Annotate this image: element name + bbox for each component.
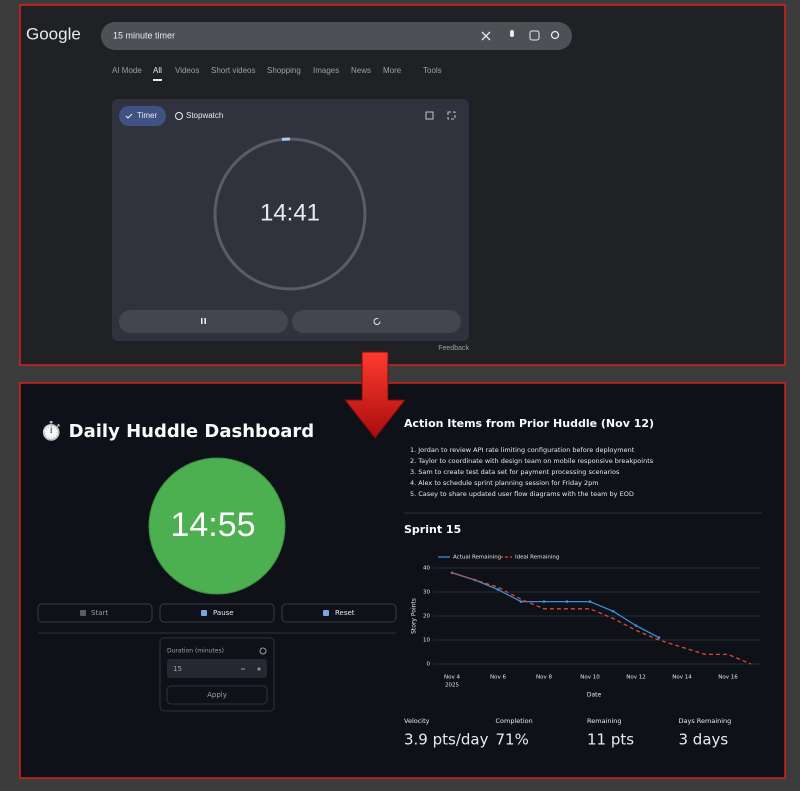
series-point (588, 600, 592, 603)
metric-label: Remaining (587, 717, 622, 725)
metric-value: 71% (496, 731, 529, 749)
button-label: Start (91, 609, 108, 617)
series-point (565, 600, 569, 603)
y-tick-label: 10 (423, 638, 430, 644)
check-icon (125, 113, 133, 119)
chart-title: Sprint 15 (404, 523, 461, 536)
button-icon (80, 610, 86, 616)
reset-icon (373, 318, 381, 325)
lens-icon[interactable] (529, 30, 540, 41)
duration-value: 15 (173, 665, 182, 673)
search-tab[interactable]: Videos (175, 66, 199, 75)
control-button[interactable] (37, 603, 153, 623)
button-icon (201, 610, 207, 616)
control-button[interactable] (281, 603, 397, 623)
x-tick-label: Nov 16 (718, 675, 738, 681)
fullscreen-icon[interactable] (447, 111, 456, 120)
search-tab[interactable]: Short videos (211, 66, 255, 75)
y-axis-label: Story Points (411, 598, 418, 634)
search-tab[interactable]: Tools (423, 66, 442, 75)
series-point (611, 609, 615, 613)
dashboard-timer-display: 14:55 (170, 506, 255, 544)
arrow (343, 351, 407, 439)
duration-input[interactable] (167, 659, 267, 678)
search-icon[interactable] (550, 30, 560, 40)
y-tick-label: 20 (423, 614, 430, 620)
y-tick-label: 40 (423, 566, 430, 572)
pause-icon (201, 318, 203, 324)
series-line (451, 572, 660, 639)
series-line (451, 572, 752, 665)
pause-button[interactable] (119, 310, 288, 333)
search-tab[interactable]: Images (313, 66, 339, 75)
google-timer-display: 14:41 (260, 199, 320, 226)
mode-stopwatch[interactable]: Stopwatch (186, 111, 223, 120)
duration-form (159, 637, 275, 712)
search-tab[interactable]: More (383, 66, 402, 75)
control-button[interactable] (159, 603, 275, 623)
apply-label: Apply (207, 691, 227, 699)
series-point (496, 588, 500, 591)
search-tab[interactable]: All (153, 66, 162, 75)
metric-value: 11 pts (587, 731, 634, 749)
clock-icon (175, 112, 183, 120)
x-tick-label: Nov 4 (444, 675, 460, 681)
metric-label: Completion (496, 717, 533, 725)
metric-value: 3.9 pts/day (404, 731, 489, 749)
button-icon (323, 610, 329, 616)
metric-label: Days Remaining (679, 717, 732, 725)
x-tick-year: 2025 (445, 683, 459, 689)
google-logo: Google (26, 24, 81, 43)
clear-icon[interactable] (481, 31, 491, 41)
feedback-link[interactable]: Feedback (438, 345, 469, 352)
dashboard-title: ⏱️ Daily Huddle Dashboard (40, 420, 314, 442)
step-icons[interactable] (241, 667, 261, 671)
action-item: 2. Taylor to coordinate with design team… (410, 457, 654, 465)
y-tick-label: 30 (423, 590, 430, 596)
search-tab[interactable]: News (351, 66, 371, 75)
search-tab[interactable]: Shopping (267, 66, 301, 75)
pause-icon (204, 318, 206, 324)
series-point (657, 636, 661, 639)
x-tick-label: Nov 10 (580, 675, 600, 681)
y-tick-label: 0 (427, 662, 431, 668)
x-tick-label: Nov 6 (490, 675, 506, 681)
search-tab[interactable]: AI Mode (112, 66, 142, 75)
legend-label: Ideal Remaining (515, 555, 559, 561)
dashboard-panel (19, 382, 786, 779)
x-tick-label: Nov 14 (672, 675, 692, 681)
action-items-title: Action Items from Prior Huddle (Nov 12) (404, 417, 654, 430)
apply-button[interactable] (166, 685, 268, 705)
series-point (542, 600, 546, 603)
action-item: 5. Casey to share updated user flow diag… (410, 490, 634, 498)
mic-icon[interactable] (510, 30, 514, 37)
metric-label: Velocity (404, 717, 430, 725)
x-axis-label: Date (587, 692, 602, 699)
reset-button[interactable] (292, 310, 461, 333)
metric-value: 3 days (679, 731, 729, 749)
series-point (634, 624, 638, 627)
search-bar[interactable] (101, 22, 572, 50)
mode-timer[interactable]: Timer (137, 111, 157, 120)
action-item: 3. Sam to create test data set for payme… (410, 468, 620, 476)
timer-pill[interactable] (119, 106, 166, 126)
mute-icon[interactable] (425, 111, 434, 120)
action-item: 4. Alex to schedule sprint planning sess… (410, 479, 599, 487)
tab-underline (153, 79, 162, 81)
x-tick-label: Nov 12 (626, 675, 645, 681)
duration-label: Duration (minutes) (167, 648, 224, 655)
help-icon[interactable] (259, 647, 267, 655)
series-point (519, 600, 523, 603)
timer-circle (148, 457, 286, 595)
x-tick-label: Nov 8 (536, 675, 552, 681)
button-label: Reset (335, 609, 355, 617)
search-query: 15 minute timer (113, 30, 175, 40)
legend-label: Actual Remaining (453, 555, 501, 561)
timer-card (112, 99, 469, 341)
action-item: 1. Jordan to review API rate limiting co… (410, 446, 635, 454)
button-label: Pause (213, 609, 234, 617)
